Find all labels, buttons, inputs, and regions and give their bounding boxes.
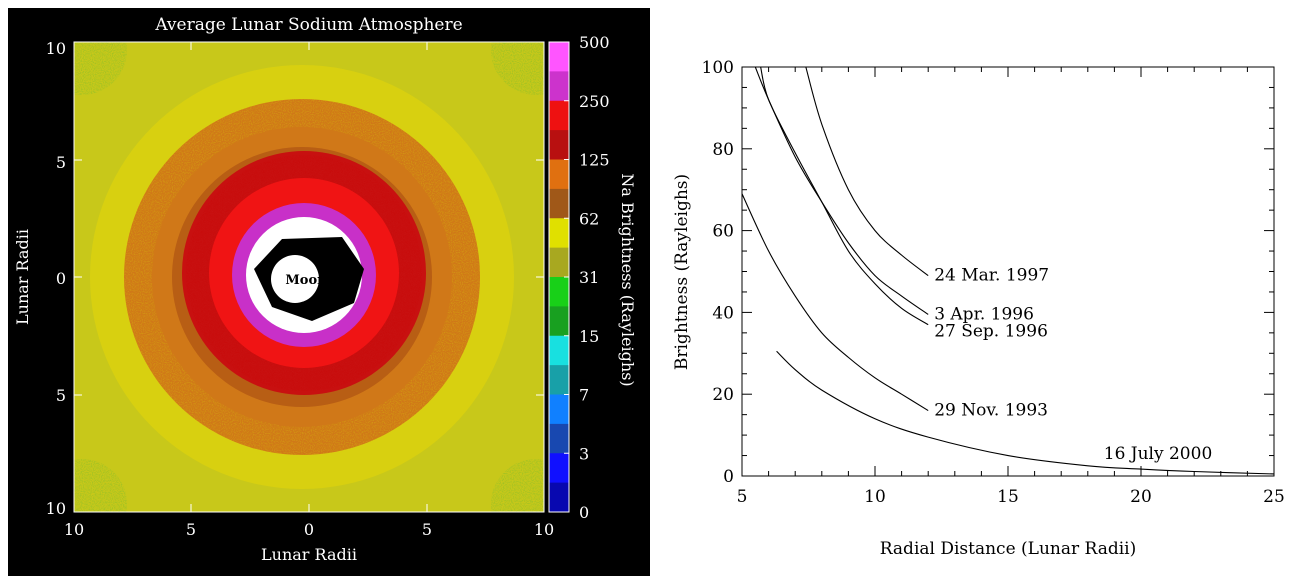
series-line (805, 66, 929, 277)
colorbar-segment (549, 247, 569, 278)
colorbar-tick-label: 0 (579, 503, 589, 522)
line-y-tick-label: 0 (723, 467, 734, 487)
colorbar-segment (549, 159, 569, 190)
corner-speckle (74, 459, 127, 512)
line-y-tick-label: 60 (712, 222, 734, 242)
series-label: 24 Mar. 1997 (934, 266, 1049, 286)
colorbar-segment (549, 394, 569, 425)
line-x-tick-label: 25 (1263, 487, 1285, 507)
moon-label: Moon (285, 273, 327, 288)
colorbar (548, 41, 570, 513)
colorbar-ticks: 500 250 125 62 31 15 7 3 0 (564, 33, 610, 522)
line-x-tick-label: 10 (864, 487, 886, 507)
colorbar-segment (549, 71, 569, 102)
series-line (760, 66, 929, 326)
moon-disk (271, 255, 319, 303)
heatmap-x-tick-label: 5 (422, 520, 432, 539)
line-y-tick-label: 100 (702, 58, 734, 78)
colorbar-segment (549, 423, 569, 454)
colorbar-segment (549, 218, 569, 249)
colorbar-segment (549, 130, 569, 160)
corner-speckle (491, 42, 544, 95)
colorbar-tick-label: 125 (579, 151, 610, 170)
heatmap-y-tick-label: 5 (56, 386, 66, 405)
line-chart-svg: 5 10 15 20 25 0 20 40 60 80 100 24 Mar. 1997 3 Apr… (672, 58, 1285, 559)
heatmap-title: Average Lunar Sodium Atmosphere (154, 15, 462, 35)
heatmap-svg: Average Lunar Sodium Atmosphere Moon 10 5… (13, 15, 637, 564)
line-x-tick-label: 20 (1130, 487, 1152, 507)
heatmap-y-tick-label: 10 (46, 39, 66, 58)
heatmap-y-tick-label: 0 (56, 269, 66, 288)
line-x-ticks: 5 10 15 20 25 (737, 67, 1285, 507)
heatmap-x-axis-label: Lunar Radii (261, 545, 357, 564)
line-y-tick-label: 20 (712, 385, 734, 405)
heatmap-y-tick-label: 5 (56, 153, 66, 172)
series-label: 27 Sep. 1996 (934, 322, 1048, 342)
line-y-ticks: 0 20 40 60 80 100 (702, 58, 1274, 487)
series-line (741, 193, 929, 412)
line-x-axis-label: Radial Distance (Lunar Radii) (880, 539, 1137, 559)
series-label: 16 July 2000 (1104, 444, 1213, 464)
heatmap-plot-area (74, 42, 544, 512)
line-y-axis-label: Brightness (Rayleighs) (672, 174, 692, 370)
heatmap-y-tick-label: 10 (46, 499, 66, 518)
colorbar-segment (549, 482, 569, 513)
heatmap-x-ticks: 10 5 0 5 10 (64, 42, 554, 539)
colorbar-label: Na Brightness (Rayleighs) (618, 173, 637, 386)
line-y-tick-label: 80 (712, 140, 734, 160)
colorbar-segment (549, 42, 569, 72)
series-label: 3 Apr. 1996 (934, 304, 1034, 324)
heatmap-x-tick-label: 0 (304, 520, 314, 539)
line-series-group (741, 66, 1275, 475)
heatmap-x-tick-label: 10 (64, 520, 84, 539)
colorbar-tick-label: 62 (579, 209, 599, 228)
colorbar-segment (549, 453, 569, 484)
colorbar-segment (549, 365, 569, 395)
corner-speckle (491, 459, 544, 512)
series-label: 29 Nov. 1993 (934, 401, 1048, 421)
colorbar-segment (549, 277, 569, 307)
colorbar-segment (549, 100, 569, 131)
line-y-tick-label: 40 (712, 303, 734, 323)
colorbar-tick-label: 500 (579, 33, 610, 52)
brightness-line-chart-panel: 5 10 15 20 25 0 20 40 60 80 100 24 Mar. 1997 3 Apr… (660, 50, 1289, 575)
lunar-sodium-heatmap-panel: Average Lunar Sodium Atmosphere Moon 10 5… (8, 8, 650, 576)
colorbar-segment (549, 335, 569, 366)
corner-speckle (74, 42, 127, 95)
heatmap-x-tick-label: 10 (534, 520, 554, 539)
heatmap-x-tick-label: 5 (186, 520, 196, 539)
colorbar-segment (549, 188, 569, 219)
heatmap-y-axis-label: Lunar Radii (13, 229, 32, 325)
colorbar-tick-label: 250 (579, 92, 610, 111)
colorbar-tick-label: 3 (579, 444, 589, 463)
series-line (754, 66, 929, 315)
line-x-tick-label: 15 (997, 487, 1019, 507)
colorbar-segment (549, 306, 569, 337)
colorbar-tick-label: 15 (579, 327, 599, 346)
series-line (776, 350, 1275, 475)
colorbar-tick-label: 7 (579, 386, 589, 405)
heatmap-y-ticks: 10 5 0 5 10 (46, 39, 544, 518)
colorbar-tick-label: 31 (579, 268, 599, 287)
line-x-tick-label: 5 (737, 487, 748, 507)
